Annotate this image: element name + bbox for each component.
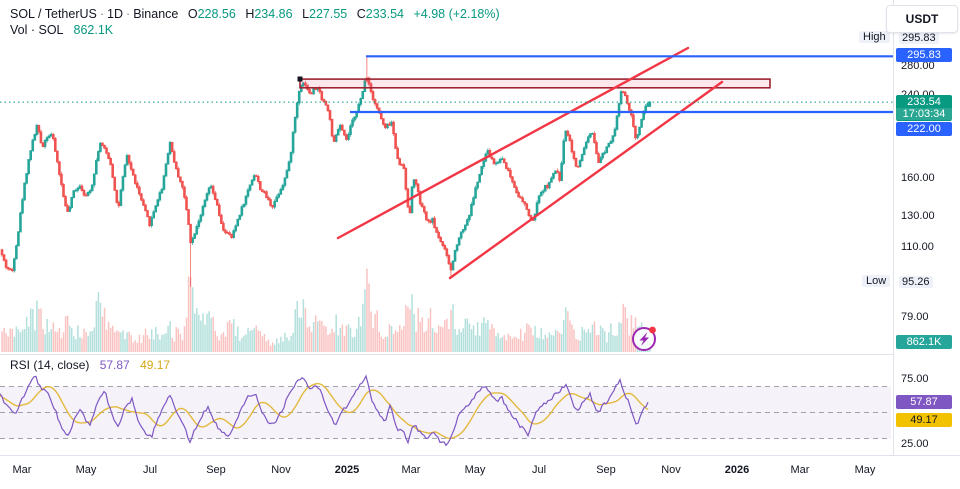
time-label-May: May	[75, 464, 97, 476]
time-label-May: May	[854, 464, 876, 476]
price-axis[interactable]: 295.83295.83280.00240.00233.5417:03:3422…	[893, 0, 960, 455]
change-value: +4.98 (+2.18%)	[413, 7, 500, 21]
low-label: L	[302, 7, 310, 21]
interval-label[interactable]: 1D	[107, 7, 124, 21]
symbol-legend: SOL / TetherUS · 1D · Binance O228.56 H234.8…	[10, 6, 500, 38]
ascending-trendline-1[interactable]	[336, 46, 690, 240]
symbol-title[interactable]: SOL / TetherUS	[10, 7, 97, 21]
exchange-label: Binance	[133, 7, 179, 21]
volume-value: 862.1K	[73, 23, 114, 37]
time-label-Jul: Jul	[142, 464, 158, 476]
drawing-anchor-handle[interactable]	[297, 76, 303, 82]
time-label-2025: 2025	[334, 464, 360, 476]
rsi-line	[0, 374, 649, 447]
volume-indicator-label[interactable]: Vol · SOL	[10, 23, 64, 37]
time-label-Mar: Mar	[12, 464, 32, 476]
currency-toggle-label: USDT	[905, 12, 939, 26]
axis-badge-222.00: 222.00	[896, 122, 952, 136]
axis-label-95.26: 95.26	[899, 276, 933, 288]
axis-badge-295.83: 295.83	[896, 48, 952, 62]
currency-toggle-button[interactable]: USDT	[886, 5, 958, 33]
axis-label-280.00: 280.00	[901, 60, 935, 72]
open-label: O	[187, 7, 198, 21]
rsi-value: 57.87	[99, 358, 130, 372]
volume-bars-layer	[1, 268, 651, 352]
axis-badge-862.1K: 862.1K	[896, 335, 952, 349]
time-label-Sep: Sep	[596, 464, 616, 476]
open-value: 228.56	[197, 7, 236, 21]
rsi-title[interactable]: RSI (14, close)	[10, 358, 90, 372]
close-value: 233.54	[365, 7, 404, 21]
time-label-Jul: Jul	[531, 464, 547, 476]
high-value: 234.86	[254, 7, 293, 21]
axis-label-110.00: 110.00	[901, 241, 934, 253]
chart-high-marker: High	[859, 31, 890, 43]
axis-badge-57.87: 57.87	[896, 395, 952, 409]
time-label-May: May	[464, 464, 486, 476]
close-label: C	[356, 7, 366, 21]
rsi-ma-value: 49.17	[140, 358, 171, 372]
axis-badge-233.54: 233.54 17:03:34	[896, 95, 952, 121]
time-label-Mar: Mar	[401, 464, 421, 476]
time-label-Sep: Sep	[206, 464, 226, 476]
axis-badge-49.17: 49.17	[896, 413, 952, 427]
ascending-trendline-2[interactable]	[448, 80, 724, 280]
boost-lightning-icon[interactable]	[632, 326, 656, 351]
axis-label-79.00: 79.00	[901, 311, 929, 323]
legend-separator: ·	[126, 7, 131, 21]
countdown-timer: 17:03:34	[896, 108, 952, 120]
axis-label-130.00: 130.00	[901, 210, 935, 222]
time-label-Nov: Nov	[271, 464, 291, 476]
axis-label-25.00: 25.00	[901, 438, 929, 450]
time-label-Mar: Mar	[790, 464, 810, 476]
candles-down-layer	[0, 56, 637, 287]
time-label-Nov: Nov	[661, 464, 681, 476]
rsi-ma-line	[0, 382, 649, 440]
low-value: 227.55	[309, 7, 348, 21]
time-label-2026: 2026	[724, 464, 750, 476]
rsi-legend: RSI (14, close) 57.87 49.17	[10, 358, 170, 372]
chart-low-marker: Low	[862, 275, 891, 287]
legend-separator: ·	[99, 7, 105, 21]
candles-up-layer	[13, 79, 652, 273]
axis-label-160.00: 160.00	[901, 172, 935, 184]
supply-zone-rectangle[interactable]	[299, 78, 771, 89]
axis-label-75.00: 75.00	[901, 373, 929, 385]
high-label: H	[245, 7, 255, 21]
pane-divider[interactable]	[0, 354, 893, 355]
axis-label-295.83: 295.83	[899, 32, 939, 44]
time-axis[interactable]: Mar May Jul Sep Nov 2025 Mar May Jul Sep Nov 2026 Ma…	[0, 455, 960, 489]
